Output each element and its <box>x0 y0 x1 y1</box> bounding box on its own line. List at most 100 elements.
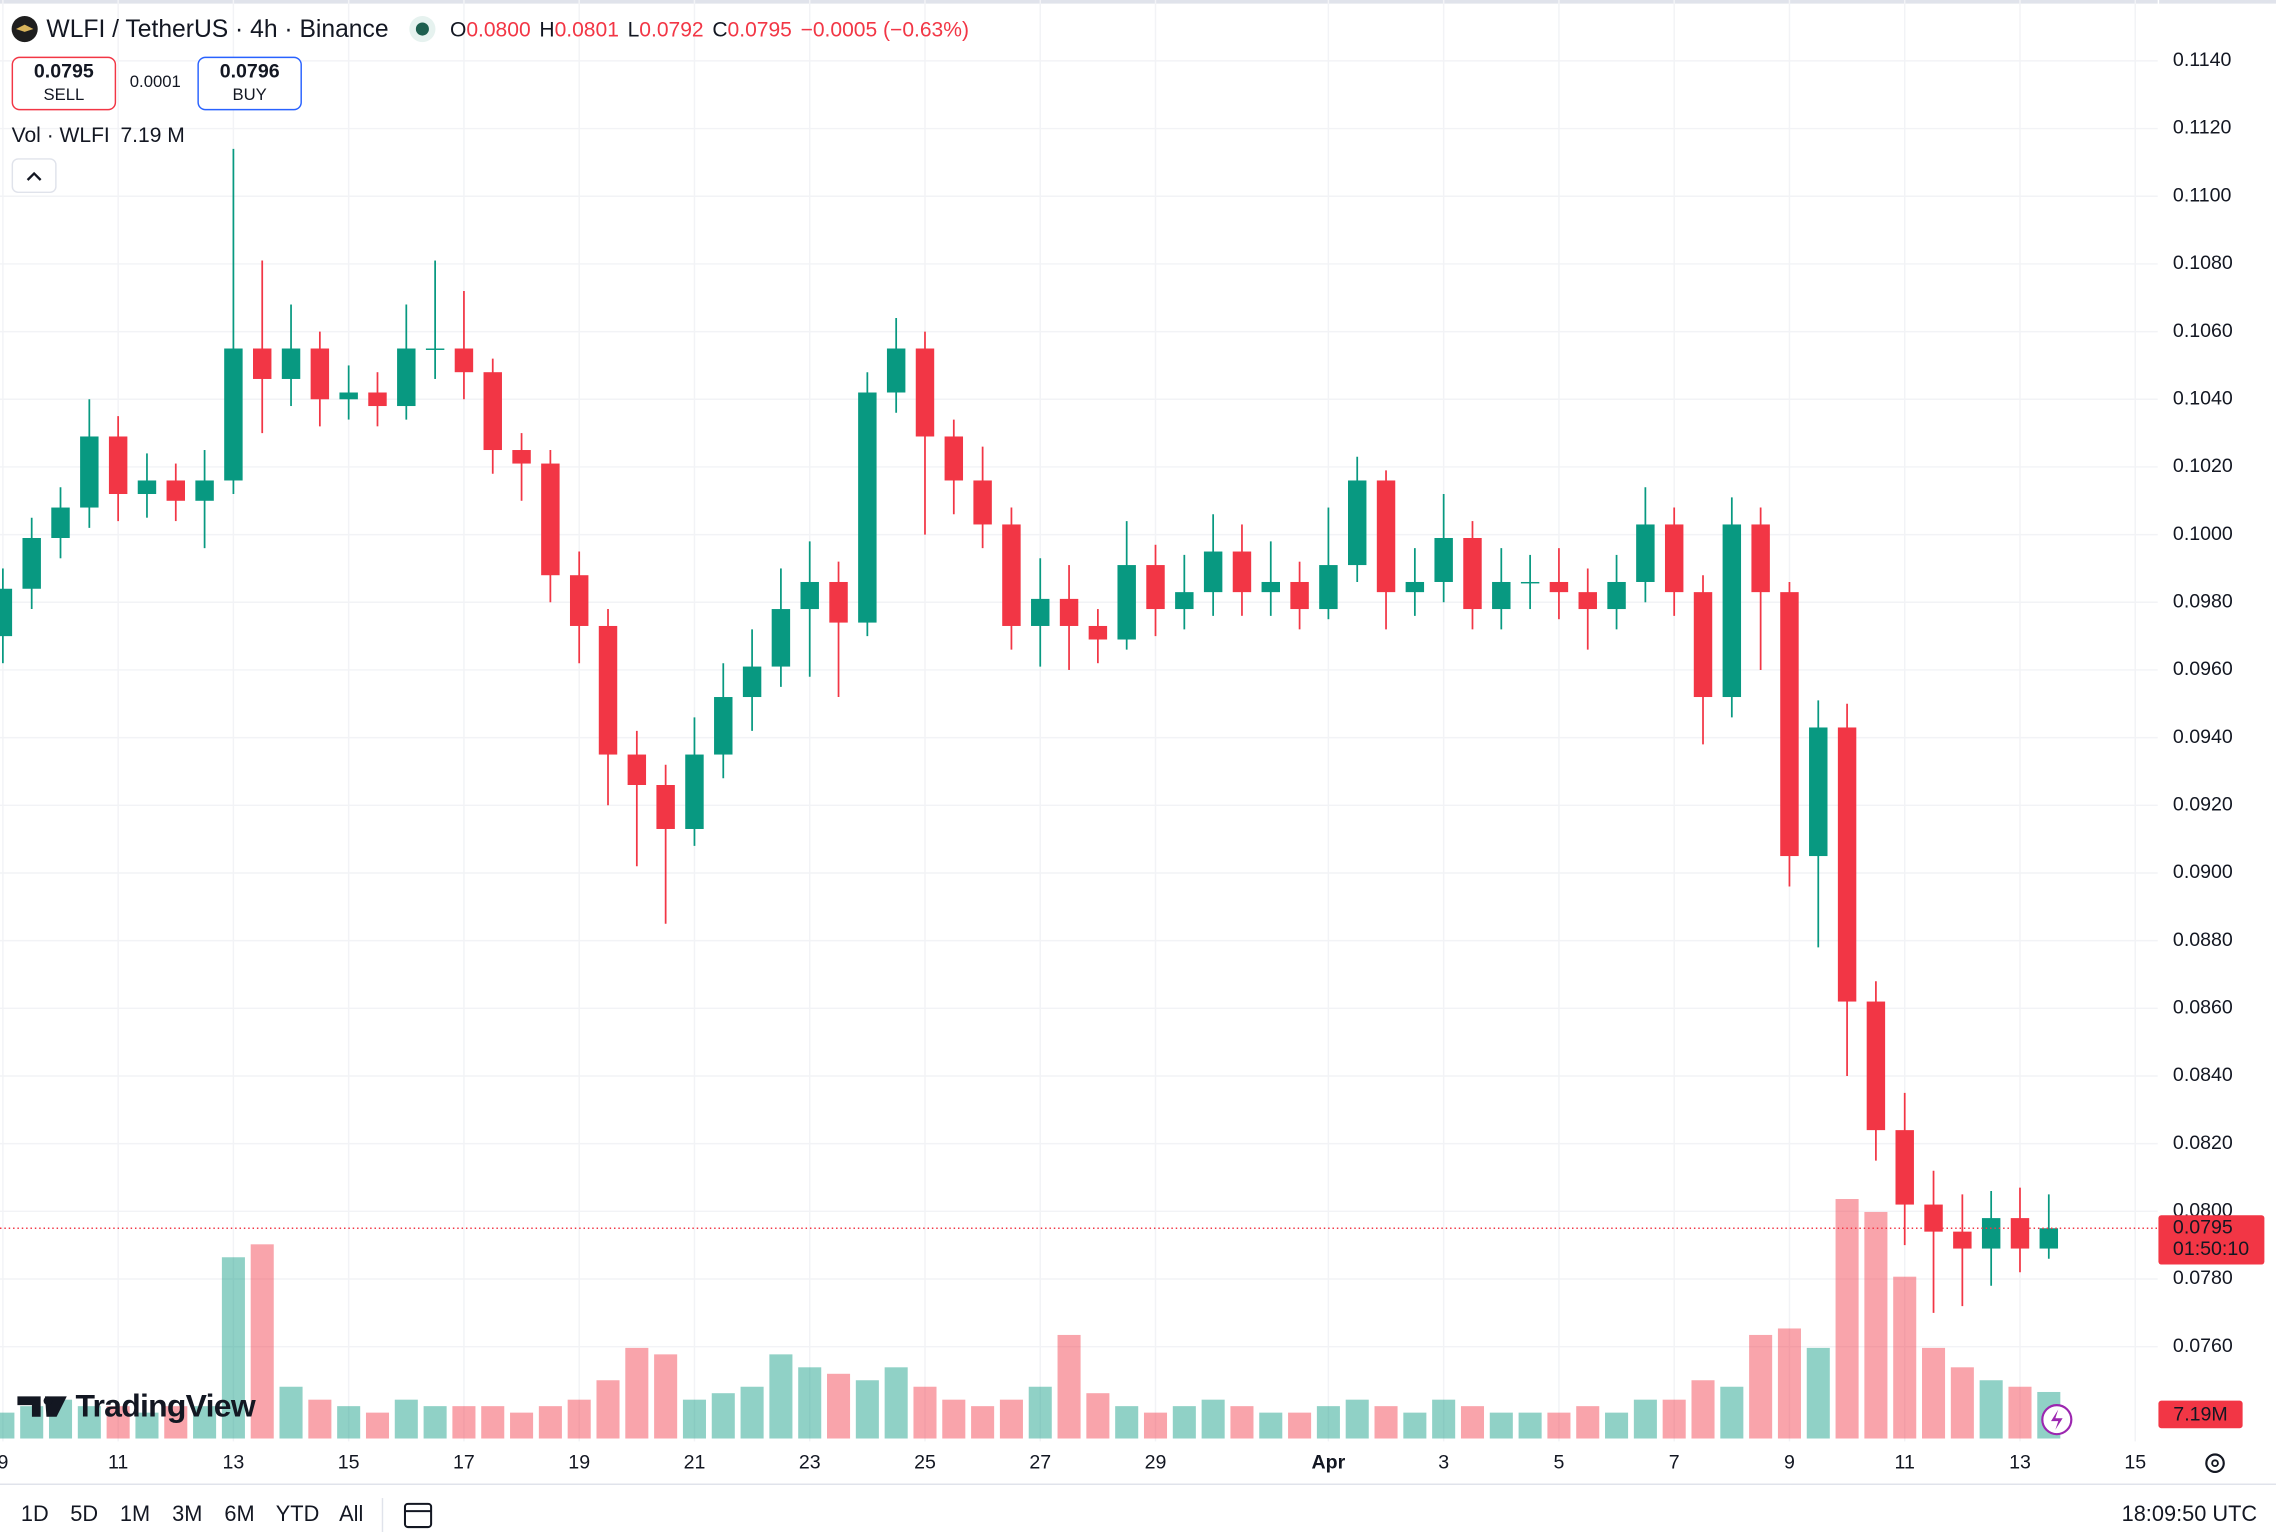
volume-bar <box>1806 1347 1830 1439</box>
volume-bar <box>221 1257 245 1439</box>
buy-button[interactable] <box>197 56 302 111</box>
candle-body <box>137 480 157 495</box>
volume-bar <box>1086 1393 1110 1439</box>
candle-body <box>771 609 791 667</box>
candle-body <box>973 480 992 525</box>
candle-body <box>598 625 618 755</box>
candle-body <box>1319 565 1338 610</box>
o-value: 0.0800 <box>466 18 530 41</box>
y-tick-label: 0.0760 <box>2173 1335 2233 1357</box>
volume-bar <box>1489 1412 1513 1439</box>
candle-body <box>1059 598 1079 626</box>
candle-body <box>1261 581 1280 593</box>
x-tick-label: 13 <box>2009 1451 2031 1473</box>
h-label: H <box>539 18 554 41</box>
sell-button[interactable] <box>11 56 117 111</box>
candle-body <box>1924 1204 1943 1232</box>
range-button[interactable]: All <box>339 1501 363 1526</box>
axes: 0.07600.07800.08000.08200.08400.08600.08… <box>0 49 2265 1473</box>
candle-body <box>627 754 647 785</box>
l-label: L <box>628 18 640 41</box>
volume-bar <box>1143 1412 1168 1439</box>
volume-bar <box>913 1386 937 1439</box>
volume-bar <box>1259 1412 1283 1439</box>
x-tick-label: 5 <box>1553 1451 1564 1473</box>
volume-bar <box>135 1412 159 1439</box>
range-button[interactable]: 1D <box>21 1501 49 1526</box>
volume-bar <box>1633 1399 1657 1439</box>
y-tick-label: 0.0820 <box>2173 1132 2233 1154</box>
volume-bar <box>337 1406 361 1439</box>
alert-bolt <box>2051 1409 2063 1430</box>
range-button[interactable]: 6M <box>224 1501 254 1526</box>
range-button[interactable]: 3M <box>172 1501 202 1526</box>
x-tick-label: 15 <box>338 1451 360 1473</box>
candle-body <box>454 348 474 373</box>
volume-bar <box>1518 1412 1542 1439</box>
candle-body <box>1031 598 1050 626</box>
candle-body <box>339 392 358 400</box>
candle-body <box>310 348 330 400</box>
candle-body <box>1405 581 1425 593</box>
volume-bar <box>510 1412 534 1439</box>
volume-bar <box>884 1367 908 1439</box>
candle-body <box>1693 592 1713 698</box>
candle-body <box>569 575 589 626</box>
volume-badge <box>2158 1400 2243 1429</box>
volume-bar <box>0 1412 15 1439</box>
volume-bar <box>1172 1406 1196 1439</box>
y-tick-label: 0.1120 <box>2173 117 2232 139</box>
x-tick-label: 21 <box>684 1451 706 1473</box>
volume-legend-value: 7.19 M <box>120 124 184 147</box>
candle-body <box>685 754 704 829</box>
candle-body <box>1549 581 1569 593</box>
candle-body <box>944 436 964 481</box>
volume-bar <box>682 1399 706 1439</box>
candle-body <box>541 463 560 576</box>
y-tick-label: 0.1140 <box>2173 49 2232 71</box>
x-tick-label: 3 <box>1438 1451 1449 1473</box>
volume-bar <box>1835 1199 1859 1439</box>
candle-body <box>2010 1218 2030 1249</box>
candle-body <box>829 581 848 623</box>
candle-body <box>1607 581 1626 610</box>
settings-icon[interactable] <box>2205 1453 2225 1473</box>
volume-bar <box>1691 1380 1715 1439</box>
candle-body <box>281 348 301 379</box>
volume-bar <box>654 1354 678 1439</box>
tv-logo-text: TradingView <box>75 1387 255 1423</box>
volume-bar <box>1950 1367 1974 1439</box>
y-tick-label: 0.0920 <box>2173 793 2233 815</box>
tv-logo-mark <box>17 1396 67 1417</box>
volume-bar <box>106 1406 130 1439</box>
x-tick-label: 9 <box>0 1451 8 1473</box>
x-tick-label: 19 <box>568 1451 590 1473</box>
y-tick-label: 0.0900 <box>2173 861 2233 883</box>
volume-bar <box>481 1406 505 1439</box>
l-value: 0.0792 <box>639 18 703 41</box>
symbol-title[interactable]: WLFI / TetherUS · 4h · Binance <box>46 16 388 43</box>
y-tick-label: 0.0940 <box>2173 726 2233 748</box>
x-tick-label: 9 <box>1784 1451 1795 1473</box>
volume-bar <box>596 1380 620 1439</box>
volume-bar <box>1028 1386 1052 1439</box>
y-tick-label: 0.0780 <box>2173 1267 2233 1289</box>
buy-label: BUY <box>233 85 267 104</box>
candle-body <box>1434 537 1453 582</box>
volume-bar <box>1605 1412 1629 1439</box>
range-button[interactable]: YTD <box>276 1501 320 1526</box>
volume-bar <box>971 1406 995 1439</box>
candle-body <box>51 507 70 538</box>
collapse-button[interactable] <box>11 158 57 194</box>
volume-bar <box>625 1347 649 1439</box>
status-dot <box>415 22 429 36</box>
volume-pane <box>0 1199 2061 1439</box>
candle-body <box>512 450 531 464</box>
volume-badge-value: 7.19M <box>2173 1403 2227 1425</box>
range-button[interactable]: 1M <box>120 1501 150 1526</box>
volume-bar <box>999 1399 1023 1439</box>
calendar-icon[interactable] <box>403 1502 433 1529</box>
candle-body <box>2039 1228 2059 1249</box>
range-button[interactable]: 5D <box>70 1501 98 1526</box>
